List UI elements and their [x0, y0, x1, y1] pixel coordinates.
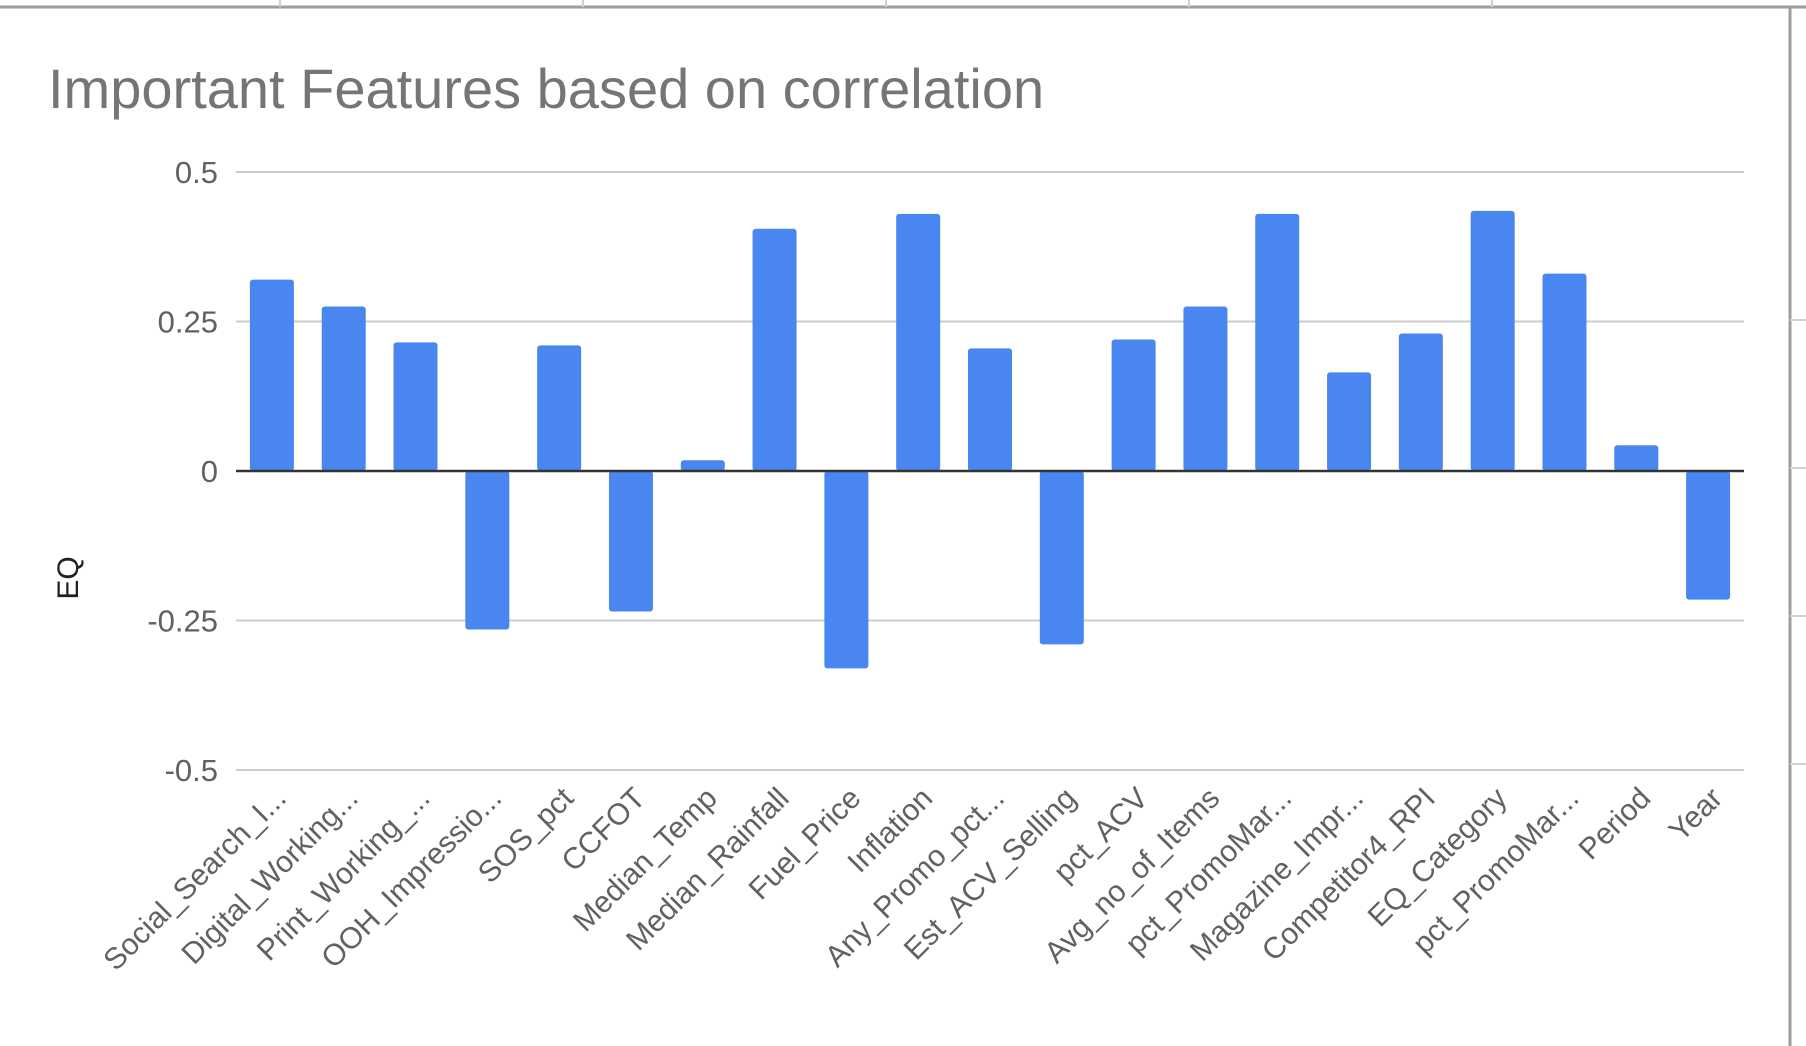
bar [1183, 306, 1228, 471]
bar [608, 471, 653, 612]
y-axis-ticks: 0.5 0.25 0 -0.25 -0.5 [147, 155, 218, 788]
chart-title: Important Features based on correlation [48, 57, 1044, 120]
x-category-label: Period [1573, 782, 1658, 867]
bar [321, 306, 366, 471]
bar [752, 228, 797, 471]
bar [968, 348, 1012, 471]
bar [896, 213, 941, 472]
bar [1614, 445, 1659, 471]
bar [1111, 339, 1156, 471]
x-category-label: Year [1663, 782, 1729, 848]
y-tick-label: 0.5 [175, 155, 218, 190]
bar [537, 345, 582, 471]
bar [393, 342, 438, 471]
bar [249, 279, 294, 471]
x-axis-labels: Social_Search_I...Digital_Working...Prin… [97, 781, 1729, 977]
y-tick-label: -0.5 [165, 753, 218, 788]
y-tick-label: 0 [201, 454, 218, 489]
bar [1542, 273, 1587, 471]
bar [1686, 471, 1731, 600]
y-tick-label: -0.25 [147, 604, 218, 639]
bar [1039, 471, 1084, 645]
bar [680, 460, 725, 471]
y-axis-title: EQ [52, 556, 85, 599]
bar [1255, 213, 1300, 472]
bar [1398, 333, 1443, 471]
bar [1327, 372, 1372, 471]
bar [1470, 210, 1515, 471]
bar [465, 471, 510, 630]
bar [824, 471, 869, 669]
y-tick-label: 0.25 [158, 305, 218, 340]
bars [249, 210, 1731, 669]
